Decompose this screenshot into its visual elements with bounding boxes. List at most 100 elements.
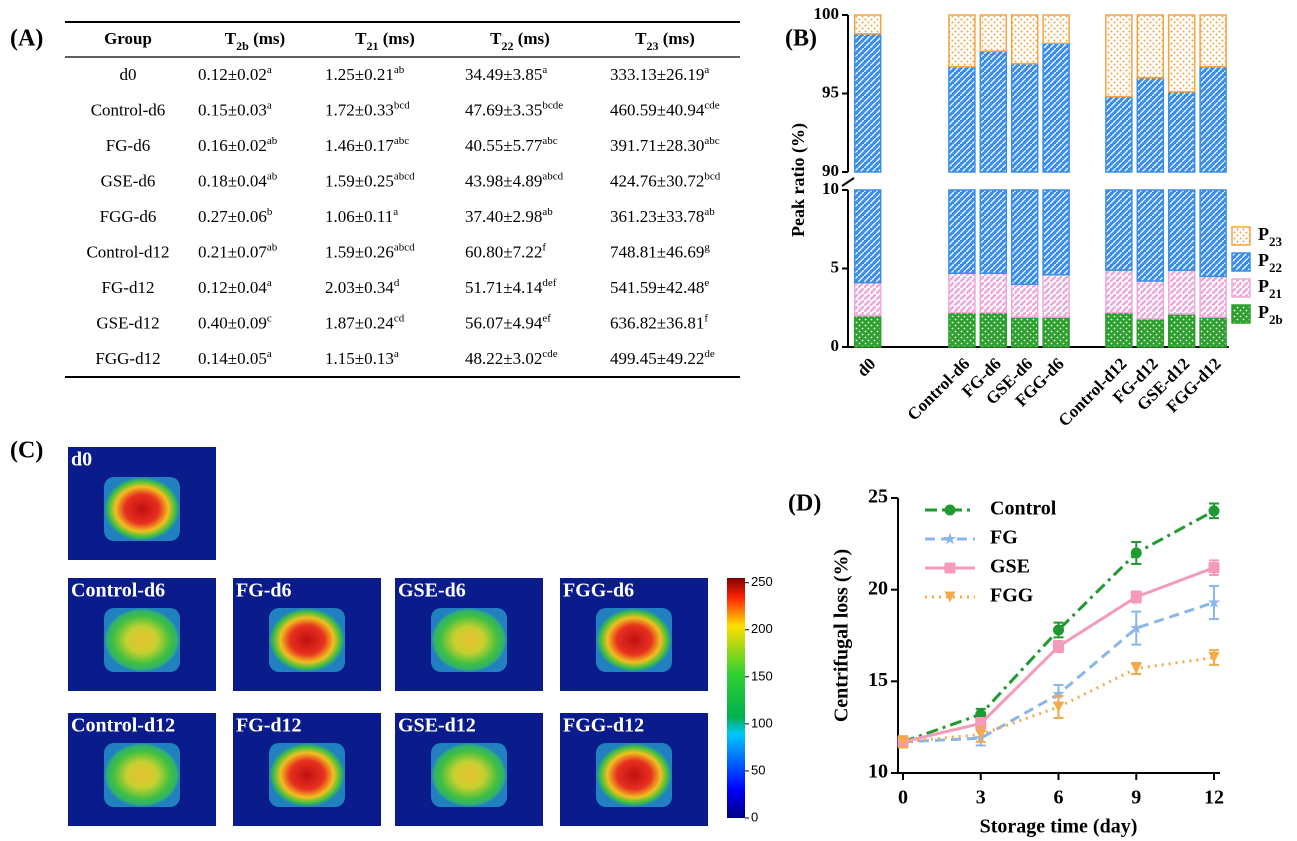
bar-segment	[1137, 78, 1163, 281]
bar-segment	[855, 34, 881, 283]
table-cell: 333.13±26.19a	[610, 64, 709, 84]
bar-segment	[1012, 284, 1038, 317]
cell-value: 541.59±42.48	[610, 278, 704, 297]
cell-value: 460.59±40.94	[610, 100, 705, 119]
cell-value: Control-d12	[86, 242, 169, 261]
table-cell: 1.59±0.26abcd	[325, 241, 415, 261]
bar-segment	[1106, 312, 1132, 347]
colorbar	[727, 578, 745, 818]
cell-value: 51.71±4.14	[465, 278, 543, 297]
table-cell: Control-d12	[86, 242, 169, 261]
table-cell: FG-d12	[102, 278, 155, 297]
legend-label: P2b	[1258, 302, 1283, 327]
image-label: Control-d6	[71, 580, 165, 602]
panel-label: (C)	[10, 438, 43, 464]
cell-value: 1.72±0.33	[325, 100, 394, 119]
table-cell: 1.46±0.17abc	[325, 135, 409, 155]
header-sub: 22	[501, 39, 513, 53]
colorbar-tick-label: 50	[751, 762, 765, 777]
cell-value: 48.22±3.02	[465, 349, 542, 368]
legend-label: P23	[1258, 224, 1283, 249]
colorbar-tick-label: 250	[751, 574, 773, 589]
bar-segment	[949, 312, 975, 347]
table-cell: 0.21±0.07ab	[198, 241, 278, 261]
legend-swatch	[1232, 279, 1250, 297]
cell-sup: abcd	[542, 170, 563, 182]
cell-sup: b	[267, 206, 273, 218]
table-cell: GSE-d12	[96, 313, 159, 332]
table-cell: 43.98±4.89abcd	[465, 170, 564, 190]
bar-segment	[980, 312, 1006, 347]
table-cell: 34.49±3.85a	[465, 64, 547, 84]
panel-label: (D)	[788, 491, 821, 517]
image-label: d0	[71, 449, 92, 471]
x-tick-label: 0	[898, 787, 908, 809]
cell-value: 748.81±46.69	[610, 242, 704, 261]
bar-segment	[980, 15, 1006, 51]
bar-segment	[1200, 67, 1226, 277]
table-cell: 1.59±0.25abcd	[325, 170, 415, 190]
table-cell: 60.80±7.22f	[465, 241, 546, 261]
cell-value: d0	[120, 65, 137, 84]
cell-value: GSE-d6	[101, 171, 156, 190]
bar-segment	[1169, 15, 1195, 92]
legend-label: Control	[990, 498, 1057, 520]
cell-value: 0.27±0.06	[198, 207, 267, 226]
cell-value: FG-d6	[106, 136, 150, 155]
cell-value: 391.71±28.30	[610, 136, 704, 155]
cell-value: 1.59±0.26	[325, 242, 394, 261]
table-cell: 1.15±0.13a	[325, 348, 399, 368]
legend-label: GSE	[990, 556, 1030, 578]
legend-swatch	[1232, 227, 1250, 245]
y-tick-label: 10	[822, 179, 839, 198]
table-cell: 424.76±30.72bcd	[610, 170, 721, 190]
cell-value: 37.40±2.98	[465, 207, 542, 226]
bar-segment	[1200, 276, 1226, 317]
y-tick-label: 10	[868, 761, 888, 783]
cell-value: 1.15±0.13	[325, 349, 394, 368]
table-cell: 0.27±0.06b	[198, 206, 273, 226]
cell-sup: abc	[704, 135, 719, 147]
cell-value: 0.21±0.07	[198, 242, 267, 261]
table-cell: 40.55±5.77abc	[465, 135, 558, 155]
table-cell: 0.14±0.05a	[198, 348, 272, 368]
cell-value: 361.23±33.78	[610, 207, 704, 226]
cell-value: 43.98±4.89	[465, 171, 542, 190]
cell-value: 0.12±0.02	[198, 65, 267, 84]
bar-segment	[855, 316, 881, 347]
bar-segment	[1137, 15, 1163, 78]
header-unit: (ms)	[378, 29, 414, 48]
panel-label: (B)	[785, 26, 817, 52]
nmr-sample	[104, 608, 180, 672]
bar-segment	[1169, 92, 1195, 270]
bar-segment	[855, 15, 881, 34]
cell-value: FGG-d12	[95, 349, 160, 368]
table-header: T22 (ms)	[490, 29, 550, 53]
colorbar-tick-label: 150	[751, 668, 773, 683]
cell-value: 0.16±0.02	[198, 136, 267, 155]
cell-value: 1.25±0.21	[325, 65, 394, 84]
table-cell: 391.71±28.30abc	[610, 135, 720, 155]
cell-sup: a	[394, 348, 399, 360]
cell-value: 333.13±26.19	[610, 65, 704, 84]
cell-value: 60.80±7.22	[465, 242, 542, 261]
nmr-sample	[269, 608, 345, 672]
bar-segment	[1106, 270, 1132, 312]
table-cell: 51.71±4.14def	[465, 277, 557, 297]
y-tick-label: 0	[831, 336, 840, 355]
bar-segment	[1012, 317, 1038, 347]
header-sub: 21	[366, 39, 378, 53]
bar-segment	[1043, 275, 1069, 317]
cell-value: 34.49±3.85	[465, 65, 542, 84]
cell-value: FGG-d6	[100, 207, 157, 226]
bar-segment	[1200, 15, 1226, 67]
cell-value: Control-d6	[91, 100, 166, 119]
y-tick-label: 100	[814, 4, 840, 23]
bar-segment	[949, 273, 975, 312]
table-cell: 1.06±0.11a	[325, 206, 398, 226]
header-text: T	[355, 29, 367, 48]
image-label: GSE-d6	[398, 580, 466, 602]
table-cell: 2.03±0.34d	[325, 277, 400, 297]
image-label: FG-d12	[236, 715, 302, 737]
cell-value: 0.18±0.04	[198, 171, 267, 190]
